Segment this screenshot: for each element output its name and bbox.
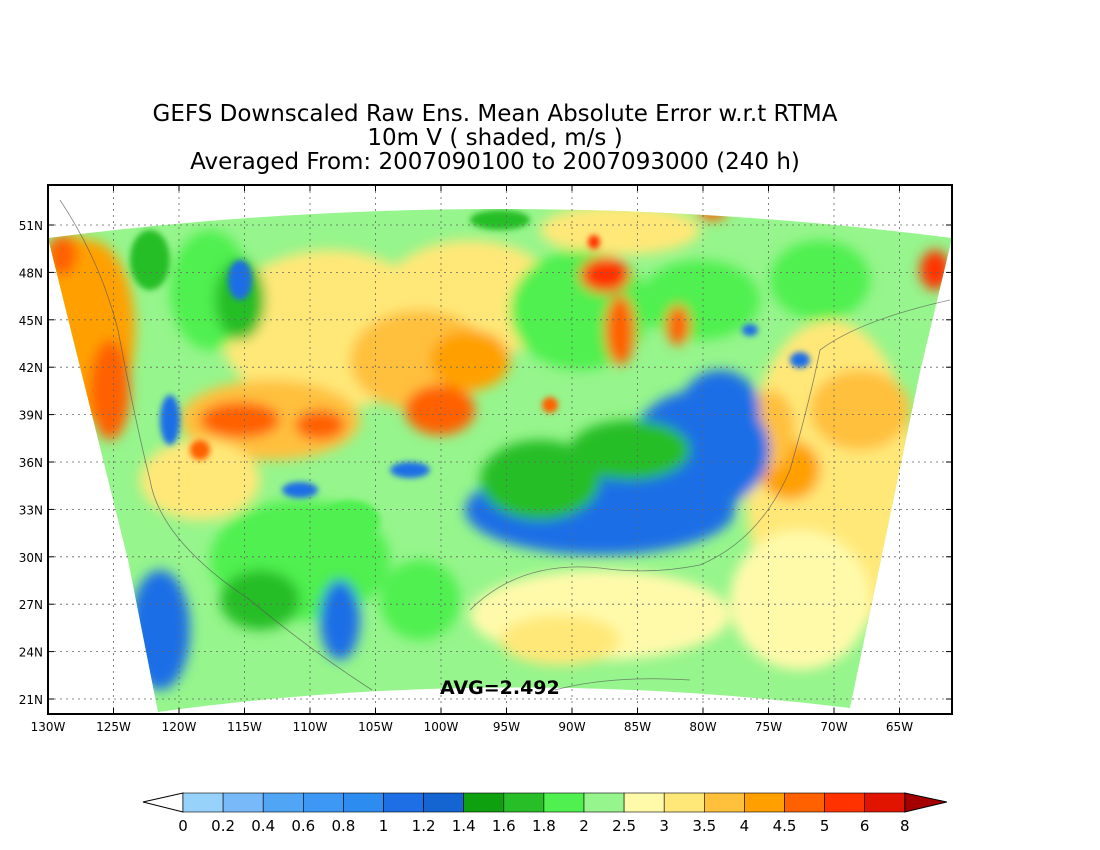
latitude-tick-label: 39N	[19, 409, 43, 423]
colorbar-label: 2	[579, 817, 589, 835]
colorbar-label: 0.8	[331, 817, 355, 835]
colorbar-swatch	[663, 792, 705, 813]
colorbar-swatch	[864, 792, 906, 813]
colorbar-swatch	[703, 792, 745, 813]
title-line-2: 10m V ( shaded, m/s )	[367, 125, 623, 151]
latitude-tick-label: 33N	[19, 503, 43, 517]
latitude-tick-label: 36N	[19, 456, 43, 470]
latitude-tick-label: 48N	[19, 266, 43, 280]
longitude-tick-label: 65W	[886, 720, 913, 734]
colorbar-swatch	[182, 792, 224, 813]
colorbar-swatch	[302, 792, 344, 813]
colorbar-over-arrow	[904, 792, 947, 813]
colorbar-label: 4	[740, 817, 750, 835]
latitude-tick-label: 51N	[19, 219, 43, 233]
latitude-tick-label: 42N	[19, 361, 43, 375]
coastlines	[59, 199, 951, 691]
longitude-tick-label: 110W	[293, 720, 328, 734]
graticule	[48, 185, 952, 714]
longitude-tick-label: 100W	[424, 720, 459, 734]
colorbar-swatch	[623, 792, 665, 813]
longitude-tick-label: 125W	[96, 720, 131, 734]
colorbar-label: 0.4	[251, 817, 275, 835]
longitude-tick-label: 130W	[31, 720, 66, 734]
latitude-tick-label: 30N	[19, 551, 43, 565]
longitude-axis: 130W 125W 120W 115W 110W 105W 100W 95W 90W 85W 80W…	[31, 185, 913, 734]
colorbar-label: 3	[659, 817, 669, 835]
colorbar-swatch	[744, 792, 785, 813]
longitude-tick-label: 115W	[227, 720, 262, 734]
colorbar: 0 0.2 0.4 0.6 0.8 1 1.2 1.4 1.6 1.8 2 2.5 3 3.5 4 4.5 5 6…	[142, 792, 947, 835]
longitude-tick-label: 120W	[162, 720, 197, 734]
longitude-tick-label: 75W	[755, 720, 782, 734]
colorbar-label: 1	[379, 817, 389, 835]
title-line-1: GEFS Downscaled Raw Ens. Mean Absolute E…	[152, 101, 838, 127]
colorbar-label: 5	[820, 817, 830, 835]
title-line-3: Averaged From: 2007090100 to 2007093000 …	[190, 149, 800, 175]
colorbar-label: 0	[178, 817, 188, 835]
colorbar-label: 2.5	[612, 817, 636, 835]
colorbar-swatch	[222, 792, 264, 813]
colorbar-swatch	[583, 792, 625, 813]
colorbar-label: 4.5	[773, 817, 797, 835]
colorbar-label: 1.6	[492, 817, 516, 835]
colorbar-label: 1.2	[412, 817, 436, 835]
colorbar-label: 1.8	[532, 817, 556, 835]
colorbar-swatch	[784, 792, 825, 813]
colorbar-swatch	[463, 792, 505, 813]
longitude-tick-label: 95W	[493, 720, 520, 734]
colorbar-swatch	[383, 792, 424, 813]
colorbar-label: 0.2	[211, 817, 235, 835]
colorbar-label: 0.6	[291, 817, 315, 835]
longitude-tick-label: 70W	[820, 720, 847, 734]
longitude-tick-label: 85W	[624, 720, 651, 734]
longitude-tick-label: 105W	[358, 720, 393, 734]
error-field-shading	[48, 209, 952, 712]
colorbar-swatch	[543, 792, 585, 813]
longitude-tick-label: 80W	[689, 720, 716, 734]
colorbar-under-arrow	[142, 792, 184, 813]
average-label: AVG=2.492	[440, 677, 560, 699]
colorbar-swatch	[343, 792, 384, 813]
longitude-tick-label: 90W	[558, 720, 585, 734]
colorbar-label: 8	[900, 817, 910, 835]
colorbar-swatch	[262, 792, 304, 813]
latitude-axis: 51N 48N 45N 42N 39N 36N 33N 30N 27N 24N 21N	[19, 219, 952, 707]
colorbar-label: 1.4	[452, 817, 476, 835]
colorbar-swatch	[824, 792, 865, 813]
latitude-tick-label: 24N	[19, 646, 43, 660]
latitude-tick-label: 27N	[19, 598, 43, 612]
plot-frame	[47, 184, 953, 715]
colorbar-swatch	[423, 792, 465, 813]
colorbar-swatch	[503, 792, 545, 813]
colorbar-label: 3.5	[692, 817, 716, 835]
latitude-tick-label: 45N	[19, 314, 43, 328]
latitude-tick-label: 21N	[19, 693, 43, 707]
map-title: GEFS Downscaled Raw Ens. Mean Absolute E…	[0, 102, 990, 174]
colorbar-label: 6	[860, 817, 870, 835]
